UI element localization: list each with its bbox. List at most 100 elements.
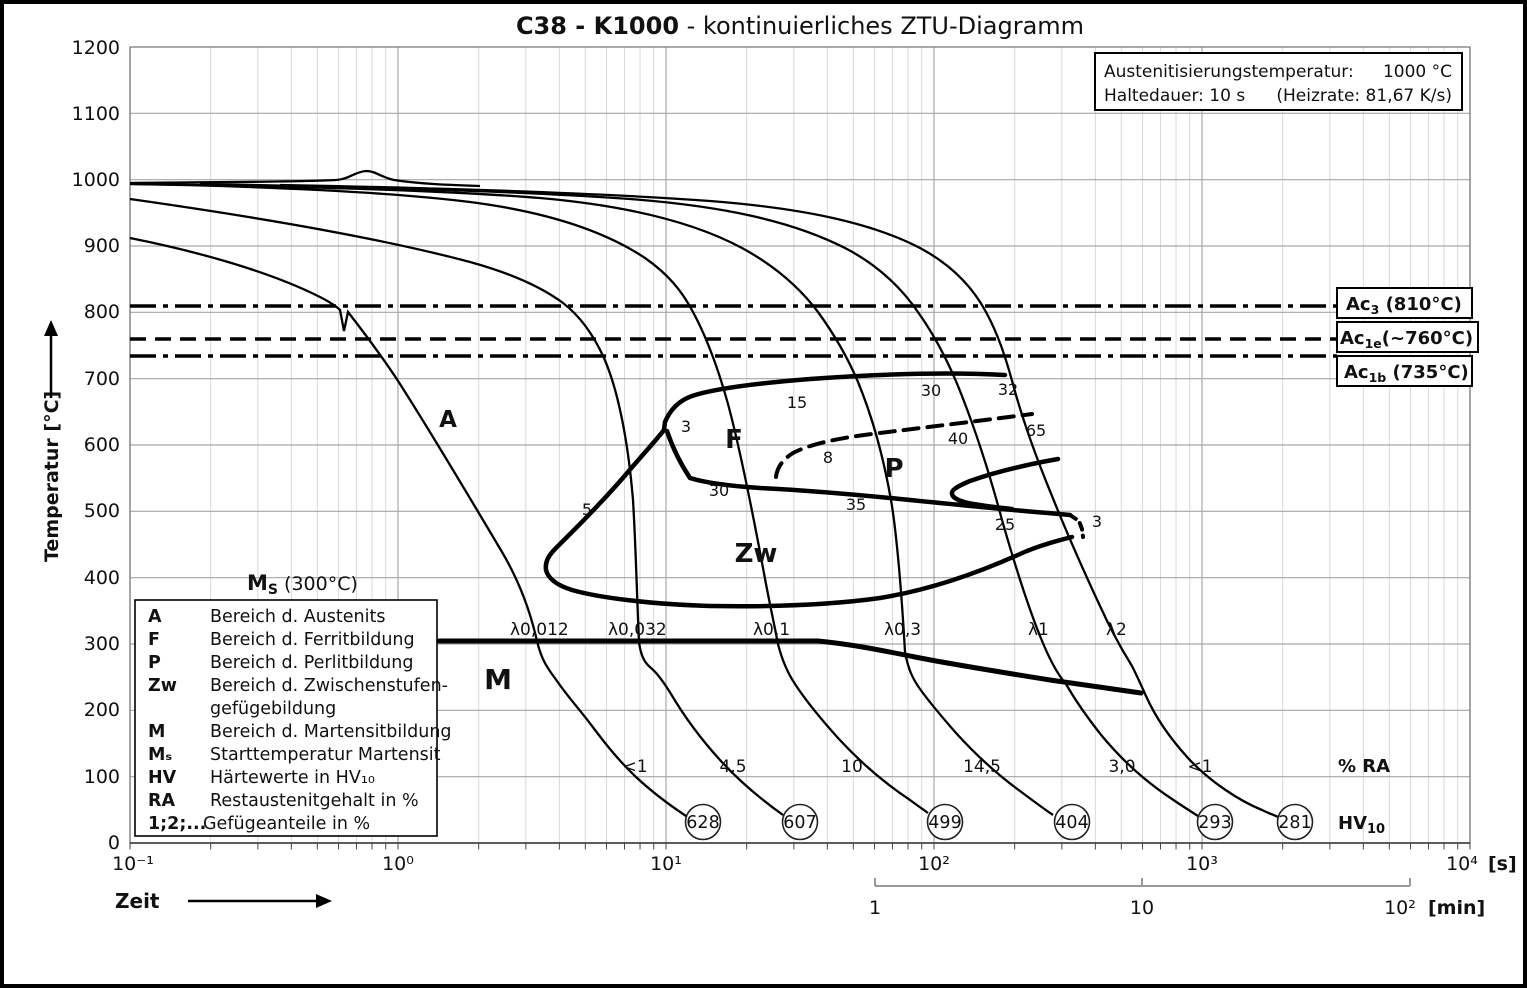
- ferrite-zw-outline: [543, 371, 1075, 609]
- hv-value: 607: [783, 813, 816, 833]
- ac3-main: Ac: [1346, 294, 1371, 315]
- hv-header: HV10: [1338, 813, 1385, 837]
- ra-value: 3,0: [1108, 757, 1135, 777]
- fraction-label: 30: [709, 481, 729, 500]
- ac1e-label-box: [1336, 321, 1479, 353]
- x-tick: 10²: [918, 853, 950, 875]
- ferrite-perlite-dashed-boundary: [774, 412, 1034, 479]
- legend-key: M: [148, 722, 165, 742]
- region-label-ferrite: F: [725, 425, 743, 455]
- x-tick: 10¹: [650, 853, 682, 875]
- ms-main: M: [247, 571, 268, 595]
- hv-value: 499: [928, 813, 961, 833]
- ms-line: [436, 638, 1144, 696]
- legend-text: Restaustenitgehalt in %: [210, 791, 419, 811]
- hv-header-main: HV: [1338, 813, 1367, 834]
- y-tick: 1100: [72, 103, 120, 125]
- hv-value: 281: [1278, 813, 1311, 833]
- legend-box: [134, 599, 438, 837]
- cooling-curve-lambda-2: [279, 183, 1279, 819]
- min-tick: 1: [869, 897, 881, 919]
- minutes-axis: [874, 878, 1411, 887]
- restaustenit-labels: <1 4,5 10 14,5 3,0 <1: [622, 757, 1212, 777]
- ac1e-sub: 1e: [1365, 336, 1382, 351]
- austenitization-temp-label: Austenitisierungstemperatur:: [1104, 62, 1354, 82]
- legend-text: Härtewerte in HV₁₀: [210, 768, 375, 788]
- austenitization-temp-value: 1000 °C: [1383, 62, 1452, 82]
- hv-values: 628 607 499 404 293 281: [686, 813, 1311, 833]
- ac1b-label: Ac1b (735°C): [1344, 362, 1469, 385]
- fraction-label: 35: [846, 495, 866, 514]
- y-tick: 900: [84, 235, 120, 257]
- hardness-circles: 628 607 499 404 293 281: [684, 803, 1314, 841]
- x-tick-labels-minutes: 1 10 10²: [869, 897, 1416, 919]
- cooling-curve-lambda-1: [199, 182, 1199, 817]
- y-tick: 1200: [72, 37, 120, 59]
- title-bold: C38 - K1000: [516, 12, 679, 40]
- ztu-diagram-svg: C38 - K1000 - kontinuierliches ZTU-Diagr…: [41, 12, 1517, 919]
- y-tick: 500: [84, 500, 120, 522]
- ra-value: <1: [622, 757, 647, 777]
- y-tick: 200: [84, 699, 120, 721]
- ra-value: 4,5: [719, 757, 746, 777]
- x-tick: 10⁻¹: [112, 853, 154, 875]
- ac3-sub: 3: [1371, 302, 1380, 317]
- minutes-unit-label: [min]: [1428, 897, 1485, 919]
- ra-value: 10: [841, 757, 863, 777]
- fraction-label: 15: [787, 393, 807, 412]
- temperature-arrow-icon: [44, 320, 58, 336]
- legend-text: Bereich d. Ferritbildung: [210, 630, 415, 650]
- lambda-label: λ0,032: [608, 620, 667, 640]
- x-tick: 10⁴: [1446, 853, 1478, 875]
- min-tick: 10²: [1384, 897, 1416, 919]
- cooling-curve-lambda-03: [129, 182, 1054, 816]
- region-label-martensite: M: [484, 663, 512, 696]
- x-axis-ticks: [129, 843, 1471, 850]
- legend-text: Gefügeanteile in %: [203, 814, 370, 834]
- lambda-label: λ0,1: [753, 620, 790, 640]
- hv-circle: [1276, 803, 1314, 841]
- ac1b-main: Ac: [1344, 362, 1369, 383]
- ac3-label: Ac3 (810°C): [1346, 294, 1462, 317]
- x-tick: 10⁰: [382, 853, 414, 875]
- hv-header-sub: 10: [1367, 822, 1385, 837]
- ac1e-label: Ac1e(~760°C): [1340, 328, 1473, 351]
- region-label-austenite: A: [439, 407, 457, 433]
- grid: [129, 47, 1471, 843]
- perlite-right-boundary: [949, 456, 1061, 512]
- legend-key: Zw: [148, 676, 177, 696]
- y-tick: 600: [84, 434, 120, 456]
- fraction-label: 3: [1092, 512, 1102, 531]
- ra-header: % RA: [1338, 756, 1390, 777]
- legend: A Bereich d. Austenits F Bereich d. Ferrit…: [148, 607, 452, 834]
- legend-text: Bereich d. Perlitbildung: [210, 653, 413, 673]
- y-tick: 1000: [72, 169, 120, 191]
- region-label-perlite: P: [884, 454, 903, 484]
- hv-circle: [1196, 803, 1234, 841]
- heat-rate-value: (Heizrate: 81,67 K/s): [1276, 86, 1452, 106]
- ms-rest: (300°C): [278, 573, 358, 595]
- hv-value: 293: [1198, 813, 1231, 833]
- region-boundaries: [436, 371, 1144, 696]
- ac3-rest: (810°C): [1379, 294, 1462, 315]
- hv-circle: [781, 803, 819, 841]
- hv-value: 628: [686, 813, 719, 833]
- zw-corner-dashed: [1068, 513, 1085, 539]
- ac1e-rest: (~760°C): [1382, 328, 1473, 349]
- legend-key: 1;2;...: [148, 814, 206, 834]
- legend-key: A: [148, 607, 162, 627]
- legend-text: Starttemperatur Martensit: [210, 745, 441, 765]
- y-tick: 100: [84, 766, 120, 788]
- hv-circle: [1053, 803, 1091, 841]
- y-tick-labels: 1200 1100 1000 900 800 700 600 500 400 3…: [72, 37, 120, 854]
- page-title: C38 - K1000 - kontinuierliches ZTU-Diagr…: [516, 12, 1084, 40]
- ms-temperature-label: MS (300°C): [247, 571, 358, 598]
- austenitization-info-box: [1094, 52, 1463, 111]
- fraction-label: 3: [681, 417, 691, 436]
- legend-key: F: [148, 630, 160, 650]
- ac1b-rest: (735°C): [1386, 362, 1469, 383]
- y-tick: 400: [84, 567, 120, 589]
- cooling-curve-lambda-01: [129, 182, 929, 814]
- legend-key: P: [148, 653, 161, 673]
- fraction-label: 32: [998, 380, 1018, 399]
